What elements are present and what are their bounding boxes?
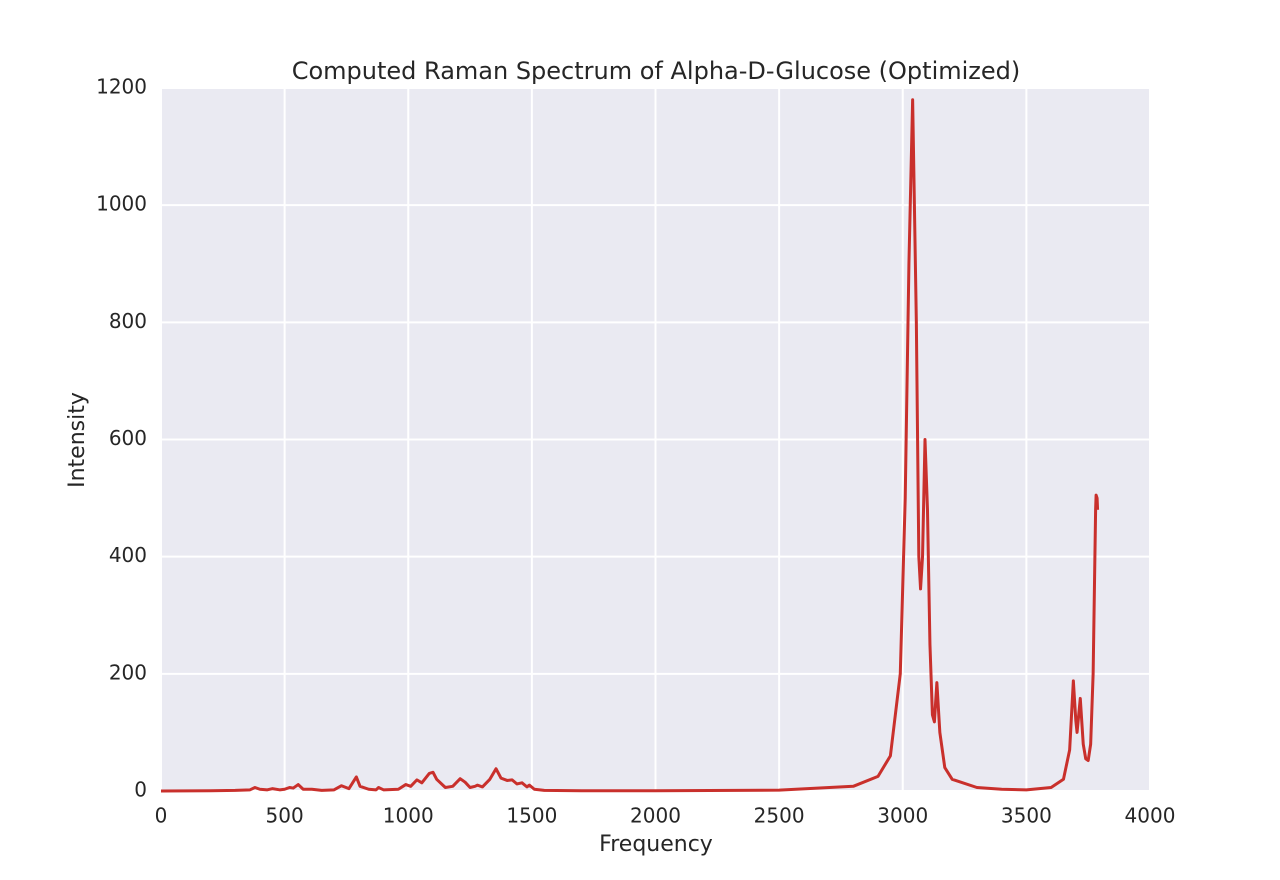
y-tick-label: 400: [109, 543, 147, 567]
data-line: [160, 98, 1100, 793]
x-tick-label: 4000: [1125, 804, 1176, 828]
x-tick-label: 2500: [754, 804, 805, 828]
y-tick-label: 1200: [96, 75, 147, 99]
x-tick-label: 0: [155, 804, 168, 828]
y-tick-label: 800: [109, 309, 147, 333]
x-tick-label: 500: [266, 804, 304, 828]
y-tick-label: 1000: [96, 192, 147, 216]
x-tick-label: 1000: [383, 804, 434, 828]
x-tick-label: 1500: [506, 804, 557, 828]
x-tick-label: 2000: [630, 804, 681, 828]
y-tick-label: 0: [134, 778, 147, 802]
x-tick-label: 3500: [1001, 804, 1052, 828]
chart-title: Computed Raman Spectrum of Alpha-D-Gluco…: [292, 57, 1021, 85]
y-tick-label: 200: [109, 660, 147, 684]
x-axis-label: Frequency: [599, 832, 713, 857]
y-axis-label: Intensity: [65, 392, 90, 488]
x-tick-label: 3000: [877, 804, 928, 828]
y-tick-label: 600: [109, 426, 147, 450]
